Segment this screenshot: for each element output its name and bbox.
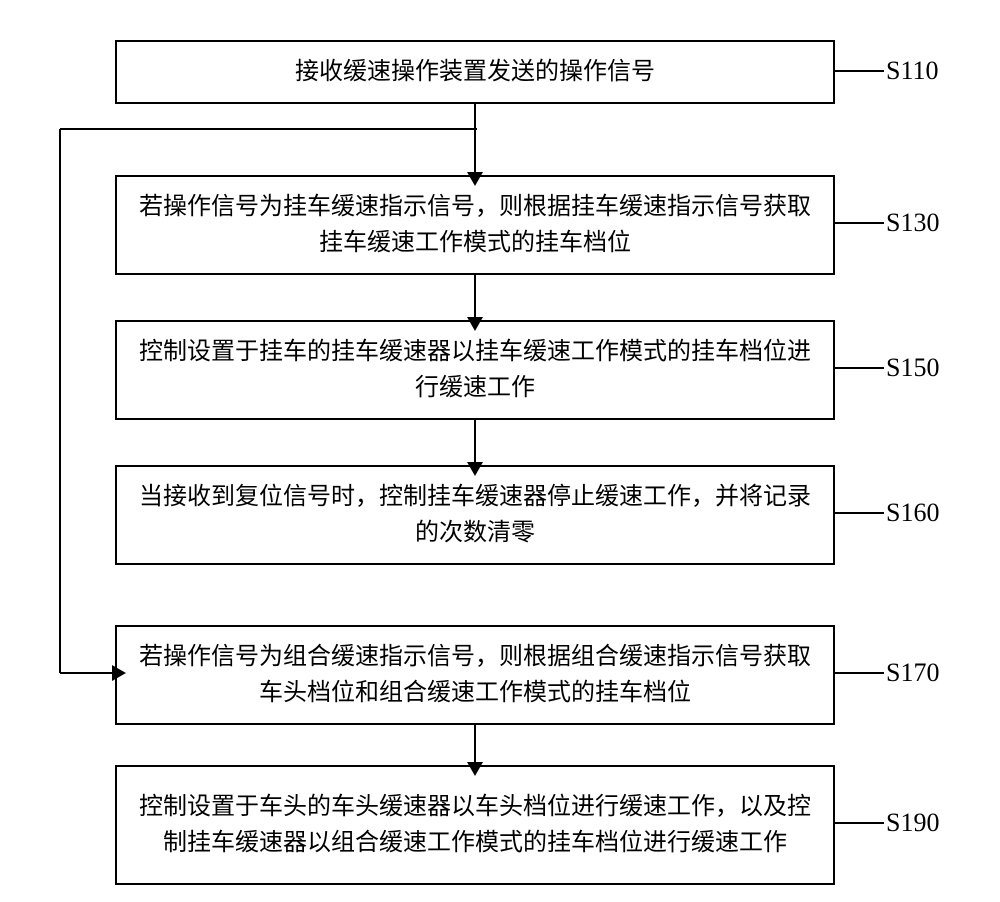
- label-connector: [835, 70, 884, 72]
- flowchart-node-s110: 接收缓速操作装置发送的操作信号: [115, 40, 835, 104]
- flowchart-label-s110: S110: [886, 56, 939, 86]
- flowchart-node-s160: 当接收到复位信号时，控制挂车缓速器停止缓速工作，并将记录的次数清零: [115, 465, 835, 565]
- flowchart-edge: [474, 275, 476, 319]
- node-text: 当接收到复位信号时，控制挂车缓速器停止缓速工作，并将记录的次数清零: [137, 479, 813, 551]
- node-text: 若操作信号为挂车缓速指示信号，则根据挂车缓速指示信号获取挂车缓速工作模式的挂车档…: [137, 189, 813, 261]
- flowchart-edge: [474, 129, 476, 174]
- flowchart-edge: [60, 128, 477, 130]
- flowchart-label-s190: S190: [886, 808, 939, 838]
- flowchart-label-s160: S160: [886, 498, 939, 528]
- flowchart-edge: [59, 129, 61, 673]
- flowchart-node-s170: 若操作信号为组合缓速指示信号，则根据组合缓速指示信号获取车头档位和组合缓速工作模…: [115, 625, 835, 725]
- label-connector: [835, 367, 884, 369]
- label-connector: [835, 222, 884, 224]
- arrow-right-icon: [112, 665, 126, 681]
- node-text: 控制设置于挂车的挂车缓速器以挂车缓速工作模式的挂车档位进行缓速工作: [137, 334, 813, 406]
- arrow-down-icon: [467, 462, 483, 476]
- flowchart-label-s170: S170: [886, 658, 939, 688]
- flowchart-label-s130: S130: [886, 208, 939, 238]
- flowchart-node-s190: 控制设置于车头的车头缓速器以车头档位进行缓速工作，以及控制挂车缓速器以组合缓速工…: [115, 765, 835, 885]
- arrow-down-icon: [467, 762, 483, 776]
- node-text: 若操作信号为组合缓速指示信号，则根据组合缓速指示信号获取车头档位和组合缓速工作模…: [137, 639, 813, 711]
- node-text: 接收缓速操作装置发送的操作信号: [295, 54, 655, 90]
- flowchart-edge: [474, 420, 476, 464]
- arrow-down-icon: [467, 317, 483, 331]
- label-connector: [835, 822, 884, 824]
- node-text: 控制设置于车头的车头缓速器以车头档位进行缓速工作，以及控制挂车缓速器以组合缓速工…: [137, 789, 813, 861]
- flowchart-node-s150: 控制设置于挂车的挂车缓速器以挂车缓速工作模式的挂车档位进行缓速工作: [115, 320, 835, 420]
- label-connector: [835, 672, 884, 674]
- flowchart-container: 接收缓速操作装置发送的操作信号 S110 若操作信号为挂车缓速指示信号，则根据挂车缓…: [0, 0, 1000, 902]
- flowchart-edge: [474, 104, 476, 129]
- flowchart-node-s130: 若操作信号为挂车缓速指示信号，则根据挂车缓速指示信号获取挂车缓速工作模式的挂车档…: [115, 175, 835, 275]
- arrow-down-icon: [467, 172, 483, 186]
- flowchart-label-s150: S150: [886, 353, 939, 383]
- flowchart-edge: [60, 672, 114, 674]
- flowchart-edge: [474, 725, 476, 764]
- label-connector: [835, 512, 884, 514]
